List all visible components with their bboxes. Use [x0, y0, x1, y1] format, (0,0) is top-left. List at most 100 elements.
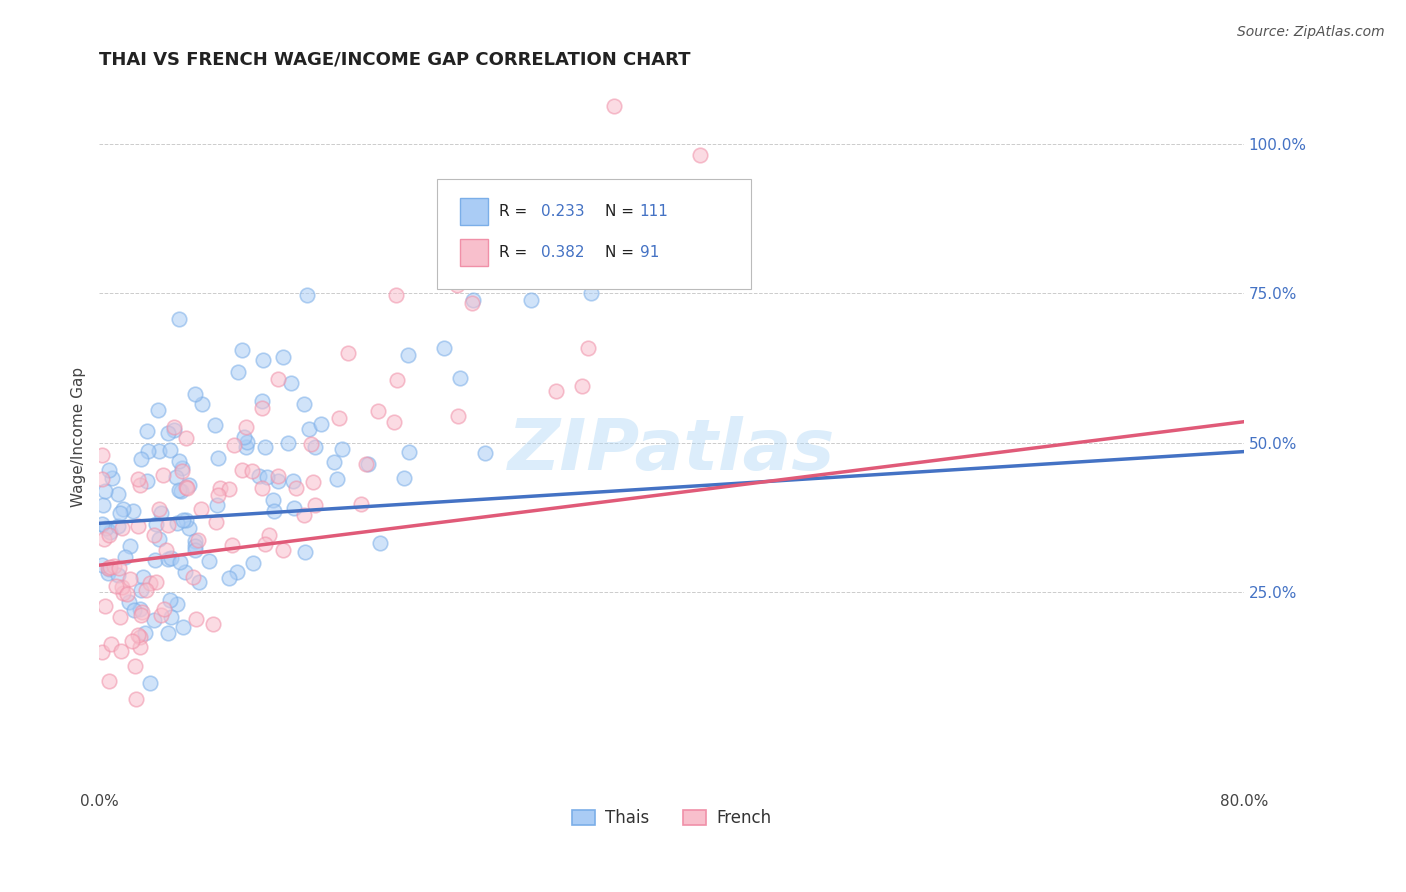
Point: [91, 499, 114, 513]
Point: [91, 472, 114, 486]
Point: [398, 445, 420, 459]
Point: [98, 524, 121, 539]
Point: [145, 553, 167, 567]
Point: [134, 626, 156, 640]
Point: [160, 550, 183, 565]
Point: [108, 561, 131, 575]
Point: [127, 628, 149, 642]
Text: 0.233: 0.233: [541, 204, 585, 219]
Point: [122, 504, 145, 518]
Point: [101, 471, 124, 485]
Point: [267, 474, 290, 488]
Point: [91, 448, 114, 462]
Point: [129, 478, 152, 492]
Text: 91: 91: [640, 245, 659, 260]
Point: [394, 471, 416, 485]
Point: [93, 532, 115, 546]
Point: [515, 261, 537, 276]
Point: [396, 348, 419, 362]
Point: [571, 379, 593, 393]
Point: [299, 436, 322, 450]
Point: [145, 574, 167, 589]
Point: [240, 465, 263, 479]
Point: [118, 573, 141, 587]
Point: [187, 533, 209, 547]
Point: [176, 481, 198, 495]
Point: [357, 458, 380, 472]
Point: [111, 586, 134, 600]
Point: [226, 365, 249, 379]
Point: [218, 482, 240, 496]
Y-axis label: Wage/Income Gap: Wage/Income Gap: [72, 367, 86, 507]
Point: [139, 676, 162, 690]
Point: [128, 630, 150, 644]
Point: [252, 401, 274, 415]
Point: [129, 583, 152, 598]
Point: [152, 467, 174, 482]
Point: [271, 543, 294, 558]
Point: [337, 346, 360, 360]
Point: [103, 559, 125, 574]
Point: [578, 341, 600, 355]
Point: [191, 397, 214, 411]
Point: [546, 384, 568, 399]
Point: [325, 471, 347, 485]
Point: [110, 521, 132, 535]
Point: [170, 461, 193, 475]
Text: N =: N =: [605, 204, 638, 219]
Point: [263, 503, 285, 517]
Point: [174, 480, 197, 494]
Point: [446, 277, 468, 292]
Point: [292, 508, 315, 522]
Point: [273, 350, 295, 364]
Point: [534, 182, 557, 196]
Point: [169, 483, 191, 498]
Point: [183, 542, 205, 557]
Point: [304, 440, 326, 454]
Point: [96, 521, 118, 535]
Point: [294, 545, 316, 559]
Point: [207, 451, 229, 466]
Point: [146, 402, 169, 417]
Point: [207, 488, 229, 502]
Point: [204, 516, 226, 530]
Point: [254, 537, 277, 551]
Point: [302, 475, 325, 489]
Point: [474, 445, 496, 459]
Point: [128, 601, 150, 615]
Point: [284, 482, 307, 496]
Point: [132, 570, 155, 584]
Point: [233, 430, 256, 444]
Point: [111, 502, 134, 516]
Point: [292, 397, 315, 411]
Point: [382, 415, 405, 429]
Point: [127, 519, 149, 533]
Point: [253, 440, 276, 454]
Point: [166, 597, 188, 611]
Point: [97, 566, 120, 580]
Point: [262, 493, 284, 508]
Point: [183, 539, 205, 553]
Point: [218, 571, 240, 585]
Point: [252, 353, 274, 368]
Point: [370, 536, 392, 550]
Point: [176, 513, 198, 527]
Point: [221, 538, 243, 552]
Point: [143, 528, 166, 542]
Point: [603, 99, 626, 113]
Point: [98, 560, 121, 574]
Point: [579, 286, 602, 301]
Point: [231, 343, 253, 357]
Point: [208, 481, 231, 495]
Point: [259, 527, 281, 541]
Point: [120, 539, 142, 553]
Point: [322, 455, 344, 469]
Point: [385, 373, 408, 387]
Point: [114, 550, 136, 565]
Text: 111: 111: [640, 204, 669, 219]
Point: [124, 658, 146, 673]
Point: [449, 371, 471, 385]
Point: [520, 293, 543, 307]
Text: 0.382: 0.382: [541, 245, 585, 260]
Point: [104, 579, 127, 593]
